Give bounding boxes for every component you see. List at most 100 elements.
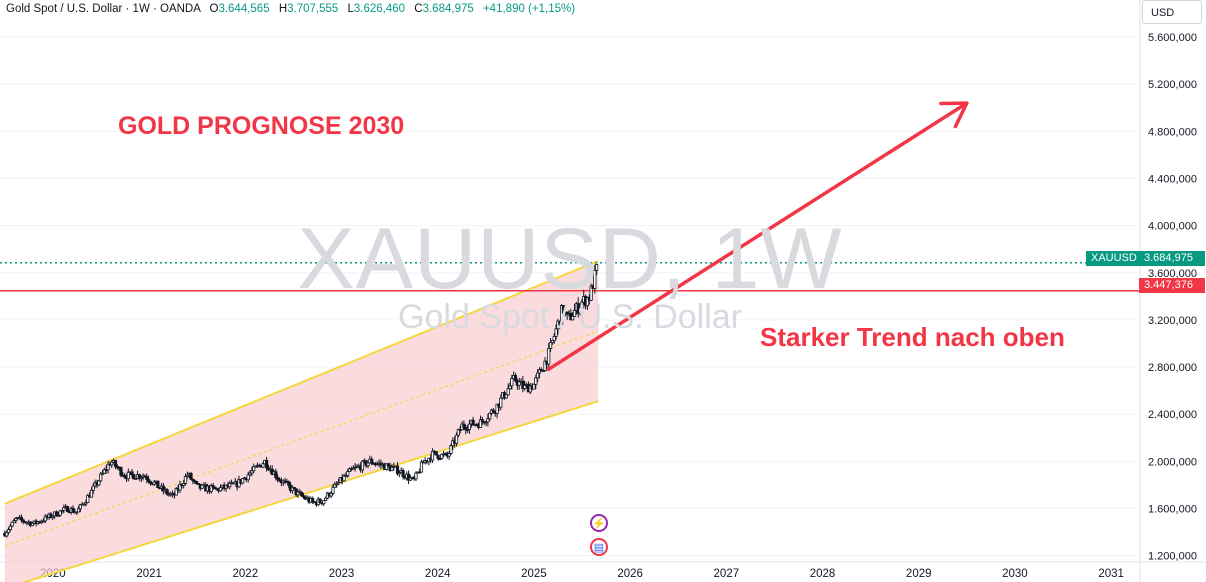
candle-body xyxy=(351,467,355,470)
candle-body xyxy=(329,492,333,497)
candle-body xyxy=(110,461,114,466)
watermark-description: Gold Spot / U.S. Dollar xyxy=(398,298,742,336)
candle-body xyxy=(556,320,560,330)
horizontal-line-price-tag: 3.447,376 xyxy=(1139,278,1205,293)
candle-body xyxy=(517,381,521,386)
candle-body xyxy=(456,429,460,436)
time-axis-tick-label: 2026 xyxy=(617,568,643,580)
candle-body xyxy=(318,498,322,504)
candle-body xyxy=(6,529,11,533)
time-axis-tick-label: 2027 xyxy=(714,568,740,580)
forecast-arrow-head xyxy=(939,101,969,129)
candle-body xyxy=(56,514,60,517)
candle-body xyxy=(347,468,352,472)
candle-body xyxy=(97,480,101,486)
time-axis-tick-label: 2023 xyxy=(329,568,355,580)
time-axis-tick-label: 2025 xyxy=(521,568,547,580)
candle-body xyxy=(324,497,328,501)
candle-body xyxy=(113,460,118,467)
candle-body xyxy=(495,403,499,414)
candle-body xyxy=(253,465,258,468)
symbol-description[interactable]: Gold Spot / U.S. Dollar · 1W · OANDA xyxy=(6,3,201,15)
candle-body xyxy=(139,476,143,479)
candle-body xyxy=(335,483,339,486)
candle-body xyxy=(71,507,75,513)
candle-body xyxy=(342,475,346,482)
candle-body xyxy=(14,518,18,521)
title-annotation[interactable]: GOLD PROGNOSE 2030 xyxy=(118,112,405,140)
time-axis-tick-label: 2029 xyxy=(906,568,932,580)
candle-body xyxy=(296,491,300,496)
candle-body xyxy=(336,482,341,485)
candle-body xyxy=(277,478,282,482)
price-axis-tick-label: 2.000,000 xyxy=(1148,456,1197,468)
candle-body xyxy=(241,478,245,484)
candle-body xyxy=(86,495,90,503)
candle-body xyxy=(488,412,492,420)
candle-body xyxy=(185,474,189,477)
price-axis-tick-label: 2.400,000 xyxy=(1148,409,1197,421)
candle-body xyxy=(506,388,510,396)
candle-body xyxy=(91,485,95,491)
time-axis-tick-label: 2021 xyxy=(136,568,162,580)
price-axis-tick-label: 5.600,000 xyxy=(1148,32,1197,44)
price-axis-tick-label: 2.800,000 xyxy=(1148,362,1197,374)
candle-body xyxy=(504,394,508,399)
candle-body xyxy=(21,519,25,523)
candle-body xyxy=(106,463,110,471)
candle-body xyxy=(548,342,553,349)
open-label: O xyxy=(209,3,219,15)
trend-annotation[interactable]: Starker Trend nach oben xyxy=(760,322,1065,352)
price-axis-tick-label: 3.200,000 xyxy=(1148,315,1197,327)
candle-body xyxy=(370,458,374,464)
candle-body xyxy=(344,475,348,477)
candle-body xyxy=(132,474,136,480)
candle-body xyxy=(543,360,547,372)
candle-body xyxy=(434,451,438,456)
candle-body xyxy=(5,532,9,537)
parallel-channel-fill xyxy=(4,260,599,582)
candle-body xyxy=(462,423,466,428)
last-price-tag: 3.684,975 xyxy=(1139,251,1205,266)
candle-body xyxy=(510,378,514,387)
candle-body xyxy=(30,522,35,526)
candle-body xyxy=(134,478,138,480)
candle-body xyxy=(137,474,142,479)
candle-body xyxy=(292,486,296,490)
time-axis-tick-label: 2030 xyxy=(1002,568,1028,580)
candle-body xyxy=(49,513,53,518)
candle-body xyxy=(333,483,337,488)
candle-body xyxy=(54,511,59,517)
candle-body xyxy=(550,340,554,344)
time-axis-tick-label: 2022 xyxy=(233,568,259,580)
candle-body xyxy=(51,515,55,518)
candle-body xyxy=(454,434,459,444)
time-axis-tick-label: 2028 xyxy=(810,568,836,580)
candle-body xyxy=(78,504,83,510)
candle-body xyxy=(532,383,536,390)
candle-body xyxy=(145,476,149,480)
candle-body xyxy=(554,328,558,337)
candle-body xyxy=(547,348,551,365)
candle-body xyxy=(578,307,582,314)
candle-body xyxy=(589,285,593,301)
candle-body xyxy=(465,429,470,431)
candle-body xyxy=(523,385,527,389)
candle-body xyxy=(189,473,193,480)
currency-button[interactable]: USD xyxy=(1142,0,1202,24)
low-label: L xyxy=(347,3,354,15)
candle-body xyxy=(161,485,165,492)
candle-body xyxy=(560,305,564,325)
candle-body xyxy=(595,264,599,271)
candle-body xyxy=(119,467,123,476)
candle-body xyxy=(102,469,106,474)
candle-body xyxy=(152,481,156,485)
lightning-icon[interactable]: ⚡ xyxy=(590,514,608,532)
candle-body xyxy=(76,508,81,513)
candle-body xyxy=(401,470,405,477)
candle-body xyxy=(552,335,556,341)
candle-body xyxy=(99,473,103,482)
candle-body xyxy=(419,461,424,473)
us-flag-icon[interactable]: ▤ xyxy=(590,538,608,556)
